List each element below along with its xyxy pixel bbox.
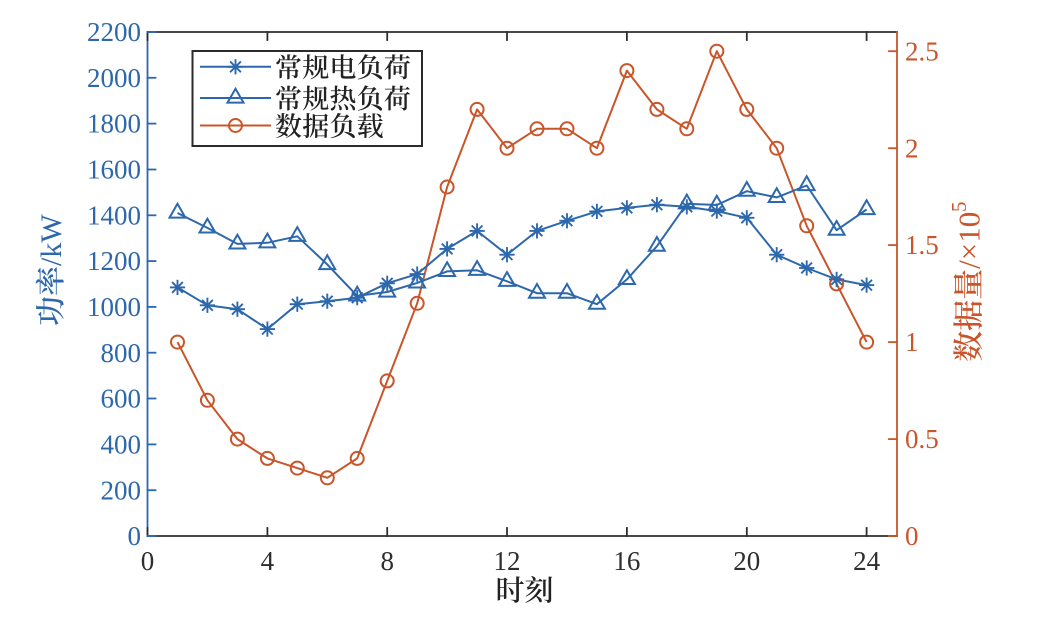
svg-text:1600: 1600 xyxy=(87,155,141,185)
svg-text:2: 2 xyxy=(905,133,919,163)
svg-text:1800: 1800 xyxy=(87,109,141,139)
svg-text:400: 400 xyxy=(101,430,142,460)
svg-text:200: 200 xyxy=(101,475,142,505)
svg-text:24: 24 xyxy=(853,546,881,576)
svg-text:1: 1 xyxy=(905,327,919,357)
svg-text:800: 800 xyxy=(101,338,142,368)
svg-text:0: 0 xyxy=(141,546,155,576)
svg-text:4: 4 xyxy=(261,546,275,576)
svg-text:1400: 1400 xyxy=(87,200,141,230)
svg-text:5: 5 xyxy=(947,202,971,213)
svg-text:1.5: 1.5 xyxy=(905,230,939,260)
svg-text:/×10: /×10 xyxy=(951,212,986,269)
svg-text:0.5: 0.5 xyxy=(905,424,939,454)
svg-text:20: 20 xyxy=(733,546,760,576)
svg-text:12: 12 xyxy=(494,546,521,576)
svg-text:600: 600 xyxy=(101,384,142,414)
svg-text:0: 0 xyxy=(905,521,919,551)
svg-text:2000: 2000 xyxy=(87,63,141,93)
svg-text:/kW: /kW xyxy=(35,214,68,266)
svg-text:1000: 1000 xyxy=(87,292,141,322)
svg-text:16: 16 xyxy=(613,546,640,576)
svg-text:0: 0 xyxy=(128,521,142,551)
svg-text:1200: 1200 xyxy=(87,246,141,276)
svg-text:8: 8 xyxy=(380,546,394,576)
svg-text:2200: 2200 xyxy=(87,17,141,47)
svg-text:2.5: 2.5 xyxy=(905,36,939,66)
